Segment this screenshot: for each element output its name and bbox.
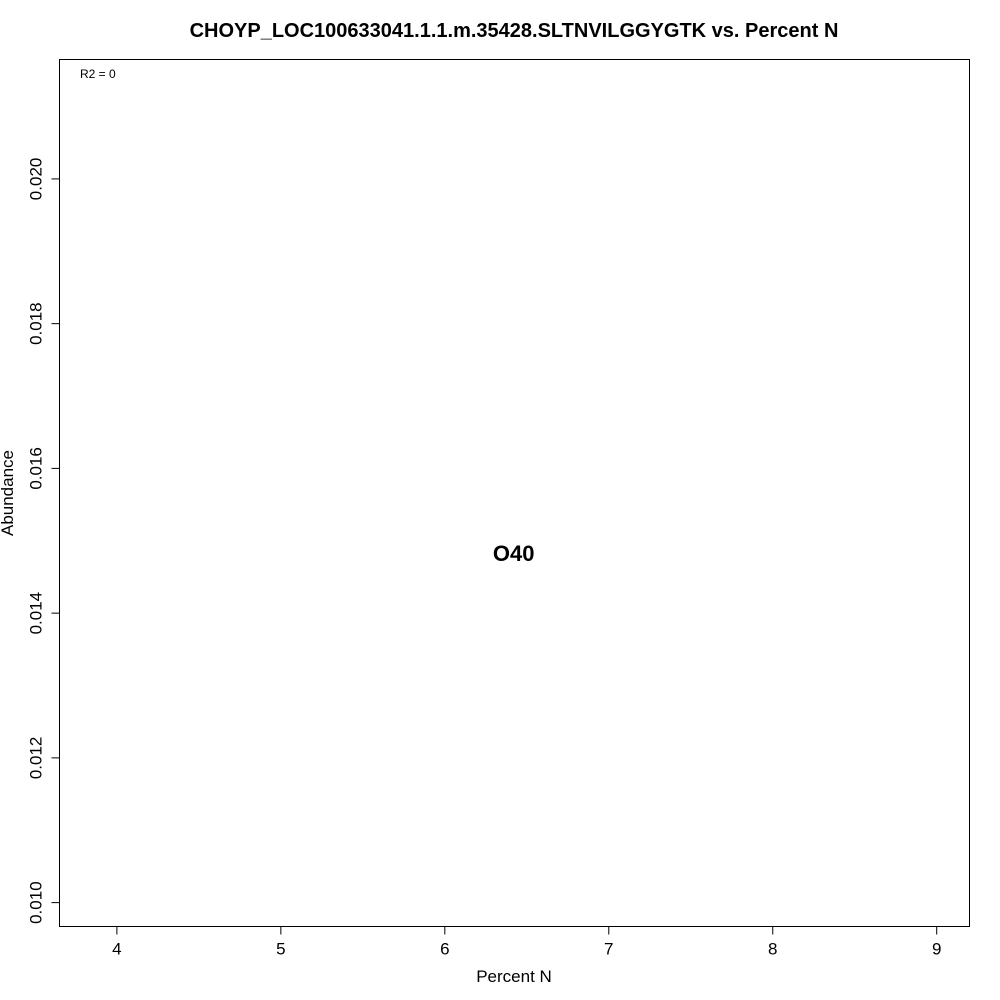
x-tick-label: 4 (112, 940, 121, 959)
chart-title: CHOYP_LOC100633041.1.1.m.35428.SLTNVILGG… (190, 20, 839, 42)
x-tick-label: 5 (276, 940, 285, 959)
x-axis-label: Percent N (476, 967, 552, 986)
r2-annotation: R2 = 0 (80, 67, 116, 81)
plot-frame (59, 59, 970, 927)
data-point-label: O40 (493, 541, 535, 566)
x-axis-ticks: 4 5 6 7 8 9 (112, 926, 941, 959)
y-axis-ticks: 0.010 0.012 0.014 0.016 0.018 0.020 (27, 158, 60, 924)
x-tick-label: 6 (440, 940, 449, 959)
x-tick-label: 7 (604, 940, 613, 959)
y-tick-label: 0.014 (27, 592, 46, 635)
y-tick-label: 0.016 (27, 447, 46, 490)
y-tick-label: 0.018 (27, 302, 46, 345)
y-axis-label: Abundance (0, 450, 17, 536)
y-tick-label: 0.010 (27, 881, 46, 924)
x-tick-label: 9 (932, 940, 941, 959)
data-points: O40 (493, 541, 535, 566)
y-tick-label: 0.012 (27, 737, 46, 780)
x-tick-label: 8 (768, 940, 777, 959)
y-tick-label: 0.020 (27, 158, 46, 201)
